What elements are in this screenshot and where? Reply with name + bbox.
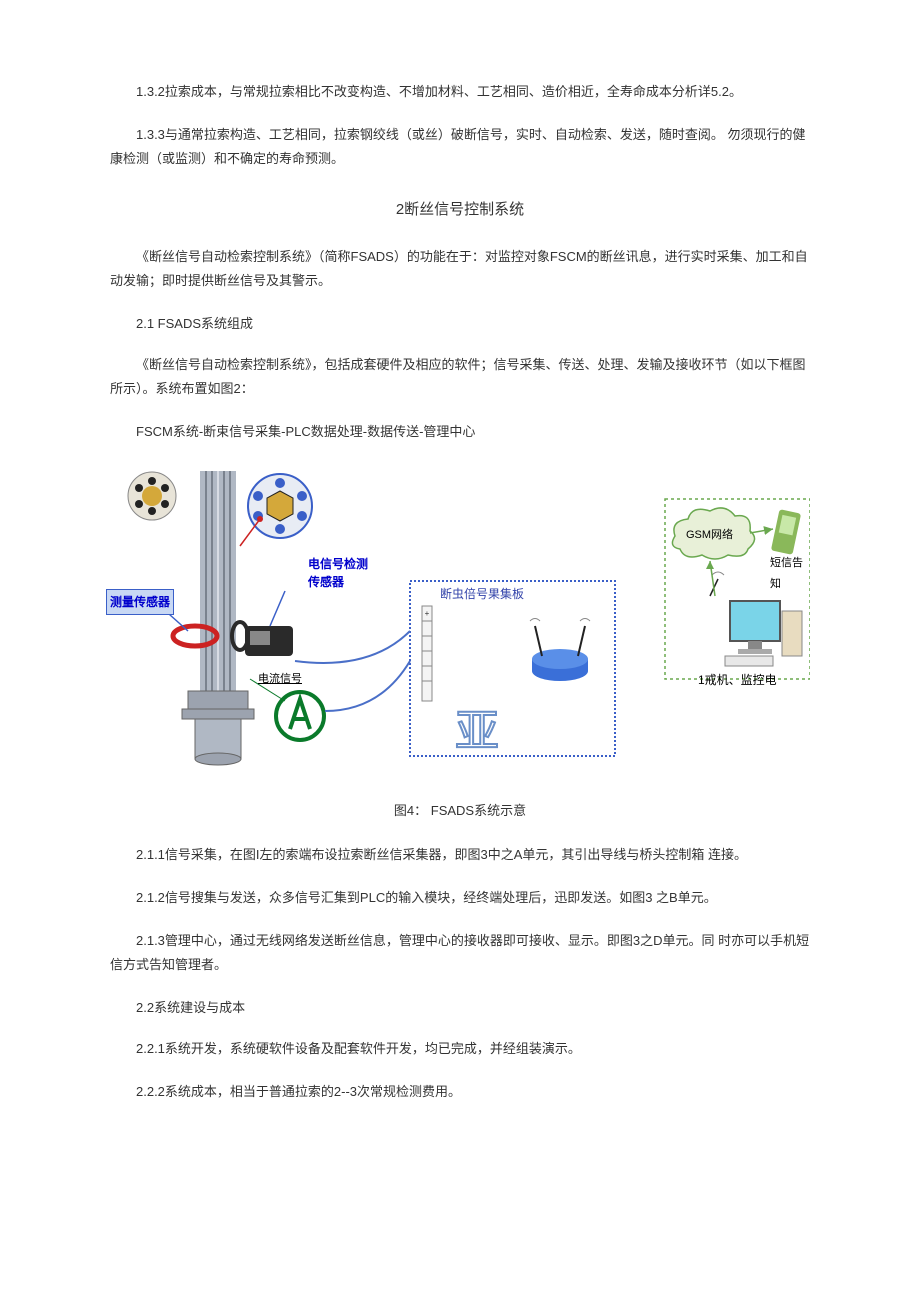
label-current-signal: 电流信号 — [258, 669, 302, 690]
section-2-title: 2断丝信号控制系统 — [110, 196, 810, 225]
diagram-svg: + 亚 — [110, 461, 810, 791]
heading-2-1: 2.1 FSADS系统组成 — [110, 312, 810, 337]
para-1-3-3: 1.3.3与通常拉索构造、工艺相同，拉索钢绞线（或丝）破断信号，实时、自动检索、… — [110, 123, 810, 172]
anchor-top-left-icon — [128, 472, 176, 520]
para-flow-chain: FSCM系统-断束信号采集-PLC数据处理-数据传送-管理中心 — [110, 420, 810, 445]
para-2-1-3: 2.1.3管理中心，通过无线网络发送断丝信息，管理中心的接收器即可接收、显示。即… — [110, 929, 810, 978]
label-signal-sensor-2: 传感器 — [308, 571, 344, 594]
para-2-1-2: 2.1.2信号搜集与发送，众多信号汇集到PLC的输入模块，经终端处理后，迅即发送… — [110, 886, 810, 911]
cable-body-icon — [200, 471, 236, 701]
para-2-1-1: 2.1.1信号采集，在图I左的索端布设拉索断丝信采集器，即图3中之A单元，其引出… — [110, 843, 810, 868]
para-2-1-intro: 《断丝信号自动检索控制系统》，包括成套硬件及相应的软件；信号采集、传送、处理、发… — [110, 353, 810, 402]
plc-strip-icon: + — [422, 606, 432, 701]
label-collect-board: 断虫倍号果集板 — [440, 583, 524, 606]
gsm-to-phone-arrow — [750, 529, 773, 533]
heading-2-2: 2.2系统建设与成本 — [110, 996, 810, 1021]
phone-icon — [771, 509, 801, 555]
svg-text:+: + — [425, 609, 430, 618]
fsads-diagram: + 亚 — [110, 461, 810, 791]
glyph-ya: 亚 — [455, 707, 499, 756]
para-fsads-intro: 《断丝信号自动检索控制系统》（简称FSADS）的功能在于：对监控对象FSCM的断… — [110, 245, 810, 294]
para-2-2-1: 2.2.1系统开发，系统硬软件设备及配套软件开发，均已完成，并经组装演示。 — [110, 1037, 810, 1062]
para-1-3-2: 1.3.2拉索成本，与常规拉索相比不改变构造、不增加材料、工艺相同、造价相近，全… — [110, 80, 810, 105]
label-monitor: 1戒机、监控电 — [698, 669, 777, 692]
figure-4-caption: 图4： FSADS系统示意 — [110, 799, 810, 824]
label-measure-sensor: 测量传感器 — [106, 589, 174, 616]
label-sms: 短信告知 — [770, 553, 810, 595]
label-gsm: GSM网络 — [686, 525, 733, 546]
para-2-2-2: 2.2.2系统成本，相当于普通拉索的2--3次常规检测费用。 — [110, 1080, 810, 1105]
router-icon — [530, 618, 590, 681]
